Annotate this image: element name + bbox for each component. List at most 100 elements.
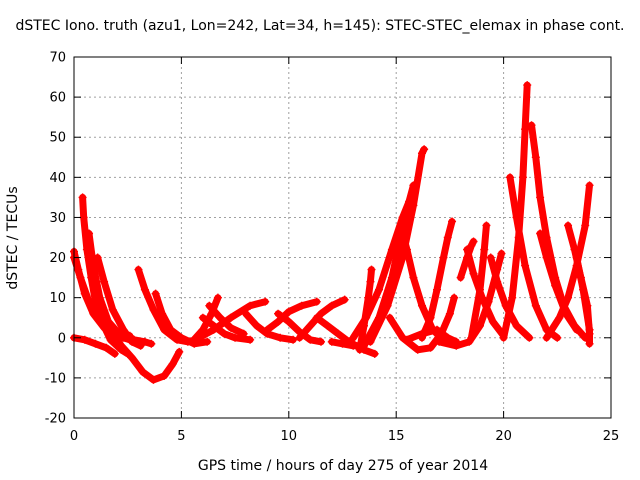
series-track — [205, 302, 248, 338]
data-point — [327, 337, 336, 346]
data-point — [95, 293, 104, 302]
data-point — [274, 317, 283, 326]
data-point — [445, 309, 454, 318]
data-point — [536, 193, 545, 202]
data-point — [482, 221, 491, 230]
data-point — [261, 297, 270, 306]
data-point — [246, 335, 255, 344]
data-point — [317, 309, 326, 318]
series-8 — [134, 265, 201, 346]
data-point — [518, 173, 527, 182]
data-point — [383, 301, 392, 310]
data-point — [241, 309, 250, 318]
y-tick-label: 70 — [49, 51, 66, 66]
data-point — [151, 289, 160, 298]
data-point — [433, 325, 442, 334]
y-tick-label: 30 — [49, 211, 66, 226]
data-point — [467, 333, 476, 342]
data-point — [205, 301, 214, 310]
data-point — [231, 333, 240, 342]
x-tick-label: 25 — [603, 429, 620, 444]
data-point — [140, 337, 149, 346]
data-point — [402, 335, 411, 344]
data-point — [402, 245, 411, 254]
data-point — [581, 221, 590, 230]
data-point — [91, 339, 100, 348]
data-point — [140, 285, 149, 294]
data-point — [317, 337, 326, 346]
data-point — [486, 253, 495, 262]
y-tick-label: -10 — [45, 371, 66, 386]
data-point — [102, 343, 111, 352]
data-point — [366, 337, 375, 346]
data-point — [564, 293, 573, 302]
x-axis-label: GPS time / hours of day 275 of year 2014 — [198, 458, 488, 474]
data-point — [209, 321, 218, 330]
chart-title: dSTEC Iono. truth (azu1, Lon=242, Lat=34… — [15, 18, 624, 34]
data-point — [542, 253, 551, 262]
data-point — [525, 333, 534, 342]
y-tick-label: 20 — [49, 251, 66, 266]
x-tick-label: 15 — [388, 429, 405, 444]
data-point — [435, 337, 444, 346]
data-point — [452, 341, 461, 350]
series-32 — [486, 253, 534, 342]
data-point — [531, 153, 540, 162]
data-point — [284, 317, 293, 326]
data-point — [130, 335, 139, 344]
data-point — [216, 313, 225, 322]
y-tick-label: -20 — [45, 412, 66, 427]
series-27 — [417, 217, 457, 342]
data-point — [284, 307, 293, 316]
series-36 — [536, 229, 581, 334]
data-point — [456, 273, 465, 282]
data-point — [297, 301, 306, 310]
data-point — [93, 253, 102, 262]
data-point — [385, 313, 394, 322]
series-31 — [467, 221, 491, 342]
data-point — [551, 281, 560, 290]
y-tick-label: 0 — [58, 331, 66, 346]
series-14 — [241, 309, 298, 344]
data-point — [433, 285, 442, 294]
data-point — [362, 313, 371, 322]
data-point — [409, 273, 418, 282]
ticks: 0 5 10 15 20 25 -20 -10 0 10 20 30 40 50 60 70 — [45, 51, 620, 445]
series-13 — [205, 301, 248, 338]
y-tick-label: 60 — [49, 91, 66, 106]
x-tick-label: 10 — [281, 429, 298, 444]
data-point — [469, 237, 478, 246]
data-point — [564, 221, 573, 230]
series-track — [543, 181, 593, 342]
data-point — [523, 81, 532, 90]
data-point — [542, 333, 551, 342]
series-track — [500, 81, 531, 342]
data-point — [585, 325, 594, 334]
data-point — [213, 293, 222, 302]
series-track — [467, 222, 490, 342]
series-7 — [110, 331, 156, 348]
data-point — [585, 181, 594, 190]
data-point — [417, 149, 426, 158]
data-point — [426, 313, 435, 322]
data-point — [134, 265, 143, 274]
data-point — [340, 295, 349, 304]
data-point — [252, 321, 261, 330]
data-point — [100, 277, 109, 286]
data-point — [417, 333, 426, 342]
series-39 — [572, 253, 594, 348]
series-11 — [194, 297, 270, 342]
data-point — [338, 339, 347, 348]
data-point — [448, 217, 457, 226]
data-point — [349, 333, 358, 342]
data-point — [443, 233, 452, 242]
data-point — [475, 285, 484, 294]
data-point — [553, 333, 562, 342]
series-track — [573, 254, 593, 348]
data-point — [327, 301, 336, 310]
data-point — [585, 339, 594, 348]
data-point — [499, 333, 508, 342]
series-15 — [263, 297, 321, 334]
series-37 — [542, 181, 594, 342]
